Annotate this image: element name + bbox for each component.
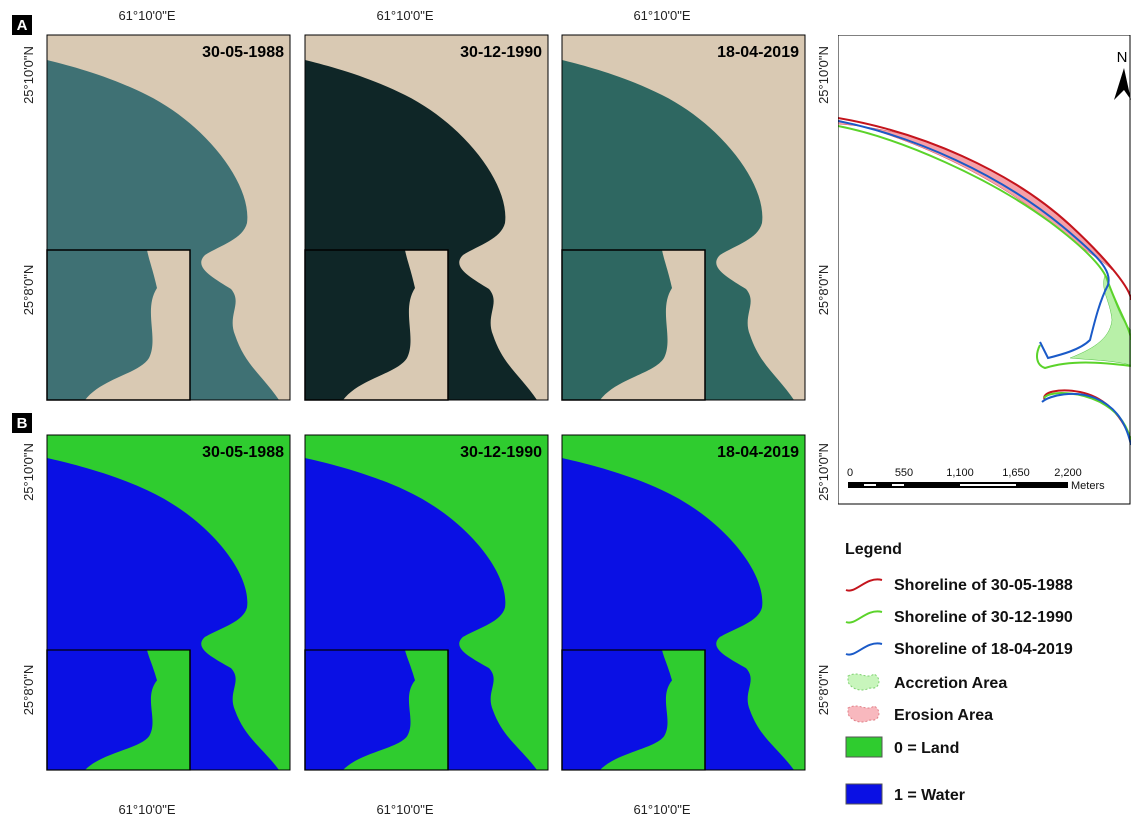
date-label: 30-12-1990 — [460, 444, 542, 461]
legend-line — [846, 611, 882, 622]
date-label: 30-12-1990 — [460, 44, 542, 61]
legend-item: Erosion Area — [894, 707, 993, 724]
legend-line — [846, 579, 882, 590]
latitude-label: 25°8'0"N — [21, 665, 36, 716]
latitude-label: 25°10'0"N — [816, 46, 831, 104]
legend-title: Legend — [845, 541, 902, 558]
legend-blob — [848, 706, 879, 722]
legend-swatch — [846, 737, 882, 757]
inset — [562, 650, 705, 770]
legend-blob — [848, 674, 879, 690]
legend-item: 0 = Land — [894, 740, 959, 757]
panel-label: B — [17, 415, 28, 432]
scale-label: 1,100 — [946, 467, 974, 479]
scale-bar-segment — [892, 484, 904, 486]
inset — [47, 250, 190, 400]
date-label: 30-05-1988 — [202, 444, 284, 461]
scale-bar-segment — [864, 484, 876, 486]
latitude-label: 25°8'0"N — [816, 265, 831, 316]
legend-item: 1 = Water — [894, 787, 965, 804]
latitude-label: 25°10'0"N — [21, 443, 36, 501]
longitude-label: 61°10'0"E — [118, 8, 175, 23]
scale-label: 550 — [895, 467, 913, 479]
inset — [47, 650, 190, 770]
scale-label: 0 — [847, 467, 853, 479]
map-panel: 30-05-1988 — [47, 35, 290, 400]
legend-line — [846, 643, 882, 654]
latitude-label: 25°10'0"N — [816, 443, 831, 501]
map-panel: 18-04-2019 — [562, 435, 805, 770]
longitude-label: 61°10'0"E — [118, 802, 175, 817]
map-panel: 30-12-1990 — [305, 35, 548, 400]
legend-item: Shoreline of 30-05-1988 — [894, 577, 1073, 594]
scale-bar-segment — [960, 484, 1016, 486]
date-label: 18-04-2019 — [717, 444, 799, 461]
map-background — [838, 35, 1131, 505]
legend-item: Shoreline of 30-12-1990 — [894, 609, 1073, 626]
longitude-label: 61°10'0"E — [633, 802, 690, 817]
inset — [305, 650, 448, 770]
inset — [562, 250, 705, 400]
map-panel: 18-04-2019 — [562, 35, 805, 400]
longitude-label: 61°10'0"E — [376, 802, 433, 817]
scale-bar — [848, 482, 1068, 488]
inset — [305, 250, 448, 400]
legend-item: Accretion Area — [894, 675, 1007, 692]
map-panel: 30-05-1988 — [47, 435, 290, 770]
latitude-label: 25°8'0"N — [21, 265, 36, 316]
shoreline-map — [838, 35, 1131, 505]
scale-label: 1,650 — [1002, 467, 1030, 479]
scale-label: 2,200 — [1054, 467, 1082, 479]
longitude-label: 61°10'0"E — [633, 8, 690, 23]
longitude-label: 61°10'0"E — [376, 8, 433, 23]
legend-item: Shoreline of 18-04-2019 — [894, 641, 1073, 658]
date-label: 18-04-2019 — [717, 44, 799, 61]
map-panel: 30-12-1990 — [305, 435, 548, 770]
date-label: 30-05-1988 — [202, 44, 284, 61]
latitude-label: 25°8'0"N — [816, 665, 831, 716]
scale-unit: Meters — [1071, 480, 1105, 492]
legend-swatch — [846, 784, 882, 804]
panel-label: A — [17, 17, 28, 34]
north-label: N — [1117, 49, 1128, 66]
figure: 30-05-1988 30-12-1990 18-04-2019 30-05-1988… — [0, 0, 1131, 825]
latitude-label: 25°10'0"N — [21, 46, 36, 104]
